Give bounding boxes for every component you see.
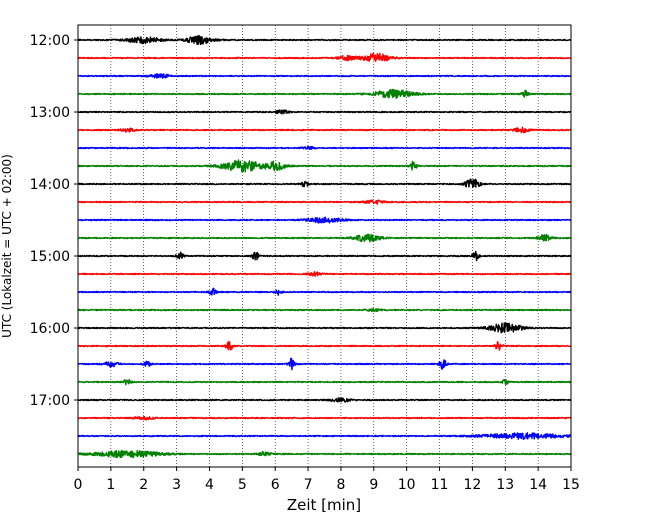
x-tick-label: 8 — [336, 477, 345, 493]
trace-row-1200 — [77, 34, 572, 46]
y-tick-label: 16:00 — [30, 321, 70, 337]
trace-row-1400 — [77, 178, 572, 188]
x-tick-label: 1 — [106, 477, 115, 493]
trace-row-1500 — [77, 250, 572, 262]
y-axis-label: UTC (Lokalzeit = UTC + 02:00) — [0, 154, 14, 338]
x-axis-ticks: 0 1 2 3 4 5 6 7 8 9 10 11 12 13 14 15 — [74, 467, 580, 493]
trace-row-1415 — [77, 199, 572, 205]
trace-row-1330 — [77, 145, 572, 151]
trace-row-1715 — [77, 415, 572, 421]
trace-row-1315 — [77, 126, 572, 134]
trace-row-1700 — [77, 397, 572, 403]
trace-row-1445 — [77, 233, 572, 243]
y-tick-label: 12:00 — [30, 33, 70, 49]
plot-frame — [77, 24, 572, 468]
trace-row-1245 — [77, 88, 572, 99]
x-tick-label: 9 — [369, 477, 378, 493]
x-tick-label: 11 — [431, 477, 449, 493]
trace-row-1530 — [77, 287, 572, 296]
y-tick-label: 14:00 — [30, 177, 70, 193]
trace-row-1230 — [77, 73, 572, 79]
x-tick-label: 10 — [398, 477, 416, 493]
x-tick-label: 12 — [463, 477, 481, 493]
x-tick-label: 6 — [271, 477, 280, 493]
y-tick-label: 17:00 — [30, 393, 70, 409]
y-axis-ticks: 12:00 13:00 14:00 15:00 16:00 17:00 — [30, 33, 78, 409]
trace-row-1615 — [77, 341, 572, 351]
x-tick-label: 3 — [172, 477, 181, 493]
trace-row-1215 — [77, 52, 572, 63]
trace-row-1645 — [77, 378, 572, 386]
trace-row-1515 — [77, 271, 572, 277]
trace-row-1430 — [77, 216, 572, 224]
x-tick-label: 14 — [529, 477, 547, 493]
trace-row-1730 — [77, 432, 572, 440]
trace-row-1745 — [77, 449, 572, 459]
x-tick-label: 4 — [205, 477, 214, 493]
y-tick-label: 13:00 — [30, 105, 70, 121]
trace-row-1630 — [77, 357, 572, 371]
y-tick-label: 15:00 — [30, 249, 70, 265]
x-tick-label: 7 — [304, 477, 313, 493]
x-axis-label: Zeit [min] — [287, 496, 361, 514]
seismic-traces — [77, 34, 572, 459]
trace-row-1345 — [77, 159, 572, 173]
trace-row-1300 — [77, 109, 572, 115]
x-tick-label: 2 — [139, 477, 148, 493]
x-tick-label: 5 — [238, 477, 247, 493]
x-tick-label: 0 — [74, 477, 83, 493]
trace-row-1600 — [77, 322, 572, 334]
trace-row-1545 — [77, 307, 572, 313]
x-tick-label: 13 — [496, 477, 514, 493]
x-tick-label: 15 — [562, 477, 580, 493]
